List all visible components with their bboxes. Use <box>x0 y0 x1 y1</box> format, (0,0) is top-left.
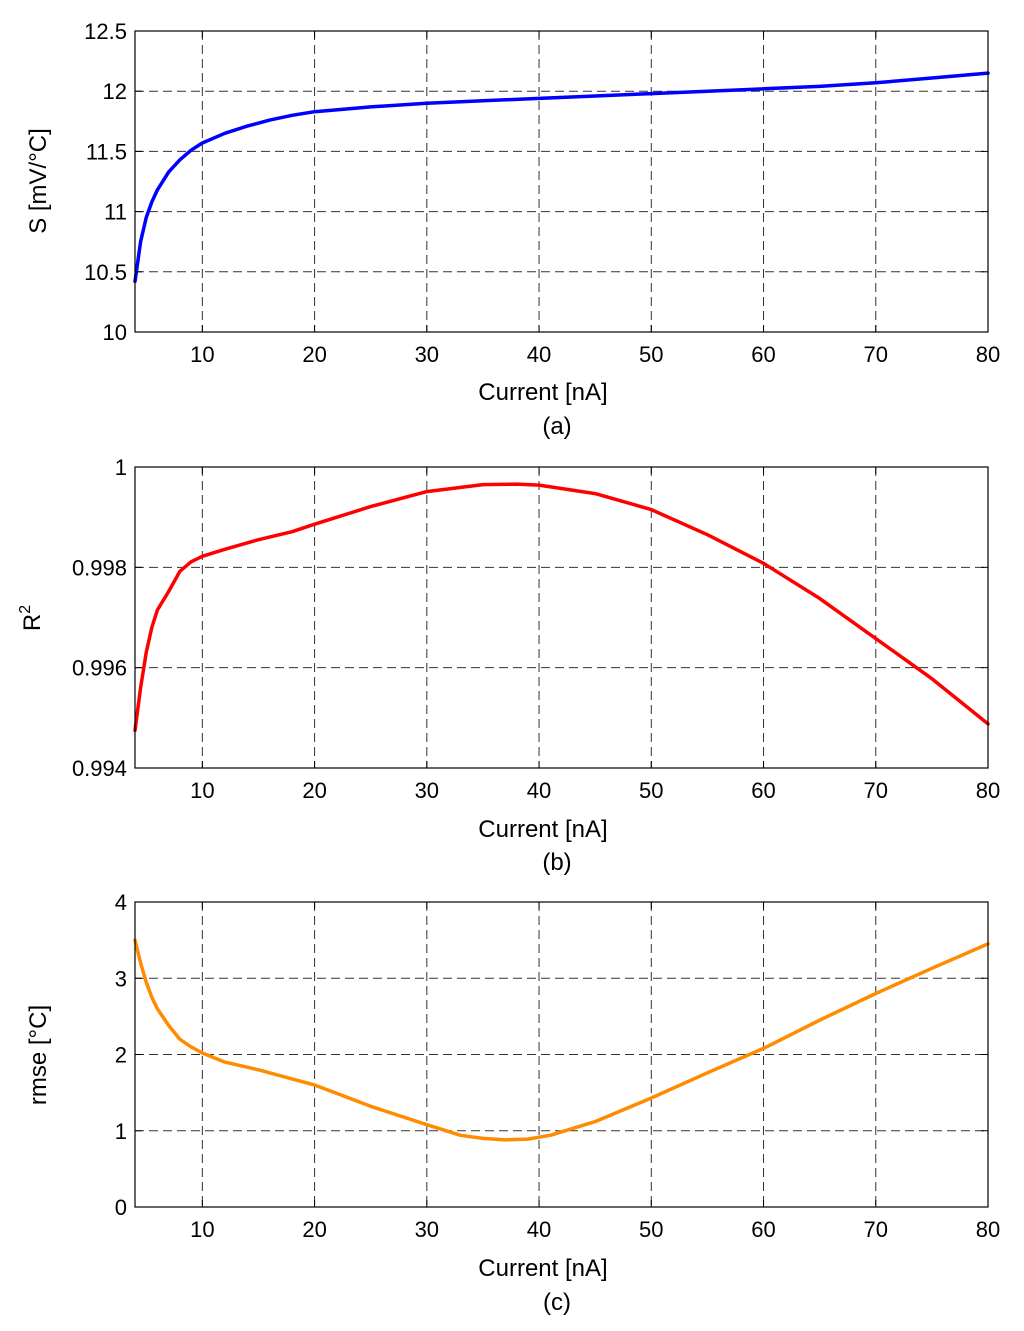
y-tick-label: 0 <box>115 1195 127 1220</box>
gridlines <box>135 467 988 768</box>
panel-caption: (c) <box>543 1289 571 1316</box>
x-tick-label: 30 <box>415 1217 439 1242</box>
y-tick-label: 12.5 <box>84 19 127 44</box>
panel-c: 10 20 30 40 50 60 70 80 0 1 2 3 4 Current [nA] rmse… <box>25 890 1000 1316</box>
x-tick-label: 80 <box>976 1217 1000 1242</box>
x-tick-label: 60 <box>751 1217 775 1242</box>
y-tick-label: 12 <box>103 79 127 104</box>
x-tick-label: 20 <box>302 342 326 367</box>
y-tick-label: 2 <box>115 1043 127 1068</box>
series-layer <box>133 482 990 733</box>
x-tick-label: 80 <box>976 778 1000 803</box>
x-tick-label: 40 <box>527 342 551 367</box>
series-line <box>133 938 990 1142</box>
panel-b: 10 20 30 40 50 60 70 80 0.994 0.996 0.998 1 Curren… <box>17 455 1000 876</box>
y-ticks: 0 1 2 3 4 <box>115 890 988 1220</box>
x-tick-label: 60 <box>751 342 775 367</box>
y-tick-label: 0.994 <box>72 756 127 781</box>
x-tick-label: 40 <box>527 778 551 803</box>
axes-box <box>134 30 989 333</box>
y-axis-label-superscript: 2 <box>17 605 34 614</box>
y-axis-label-base: R <box>19 614 46 631</box>
y-tick-label: 1 <box>115 1119 127 1144</box>
x-tick-label: 20 <box>302 778 326 803</box>
series-layer <box>133 71 990 284</box>
y-axis-label: S [mV/°C] <box>25 128 52 234</box>
y-tick-label: 10.5 <box>84 260 127 285</box>
series-layer <box>133 938 990 1142</box>
x-axis-label: Current [nA] <box>478 379 607 406</box>
y-tick-label: 0.996 <box>72 656 127 681</box>
series-line <box>133 71 990 284</box>
x-tick-label: 30 <box>415 342 439 367</box>
x-tick-label: 10 <box>190 778 214 803</box>
x-tick-label: 30 <box>415 778 439 803</box>
x-ticks: 10 20 30 40 50 60 70 80 <box>190 902 1000 1242</box>
y-tick-label: 0.998 <box>72 555 127 580</box>
x-tick-label: 80 <box>976 342 1000 367</box>
x-tick-label: 20 <box>302 1217 326 1242</box>
panel-a: 10 20 30 40 50 60 70 80 10 10.5 11 11.5 12 12.5 Curr… <box>25 19 1000 440</box>
x-tick-label: 70 <box>864 342 888 367</box>
x-tick-label: 50 <box>639 778 663 803</box>
x-tick-label: 60 <box>751 778 775 803</box>
plot-area <box>135 31 988 332</box>
axes-box <box>134 466 989 769</box>
x-ticks: 10 20 30 40 50 60 70 80 <box>190 467 1000 803</box>
x-tick-label: 50 <box>639 342 663 367</box>
plot-area <box>135 467 988 768</box>
x-tick-label: 10 <box>190 1217 214 1242</box>
x-tick-label: 40 <box>527 1217 551 1242</box>
x-tick-label: 70 <box>864 1217 888 1242</box>
x-axis-label: Current [nA] <box>478 816 607 843</box>
y-tick-label: 10 <box>103 320 127 345</box>
panel-caption: (a) <box>542 413 571 440</box>
y-ticks: 10 10.5 11 11.5 12 12.5 <box>84 19 988 345</box>
y-tick-label: 4 <box>115 890 127 915</box>
y-tick-label: 3 <box>115 966 127 991</box>
y-ticks: 0.994 0.996 0.998 1 <box>72 455 988 781</box>
y-tick-label: 11.5 <box>86 139 127 164</box>
y-axis-label: R2 <box>17 605 46 631</box>
x-tick-label: 70 <box>864 778 888 803</box>
y-tick-label: 11 <box>104 200 127 225</box>
y-tick-label: 1 <box>115 455 127 480</box>
x-ticks: 10 20 30 40 50 60 70 80 <box>190 31 1000 367</box>
x-tick-label: 10 <box>190 342 214 367</box>
series-line <box>133 482 990 733</box>
x-axis-label: Current [nA] <box>478 1255 607 1282</box>
x-tick-label: 50 <box>639 1217 663 1242</box>
panel-caption: (b) <box>542 849 571 876</box>
y-axis-label: rmse [°C] <box>25 1005 52 1105</box>
